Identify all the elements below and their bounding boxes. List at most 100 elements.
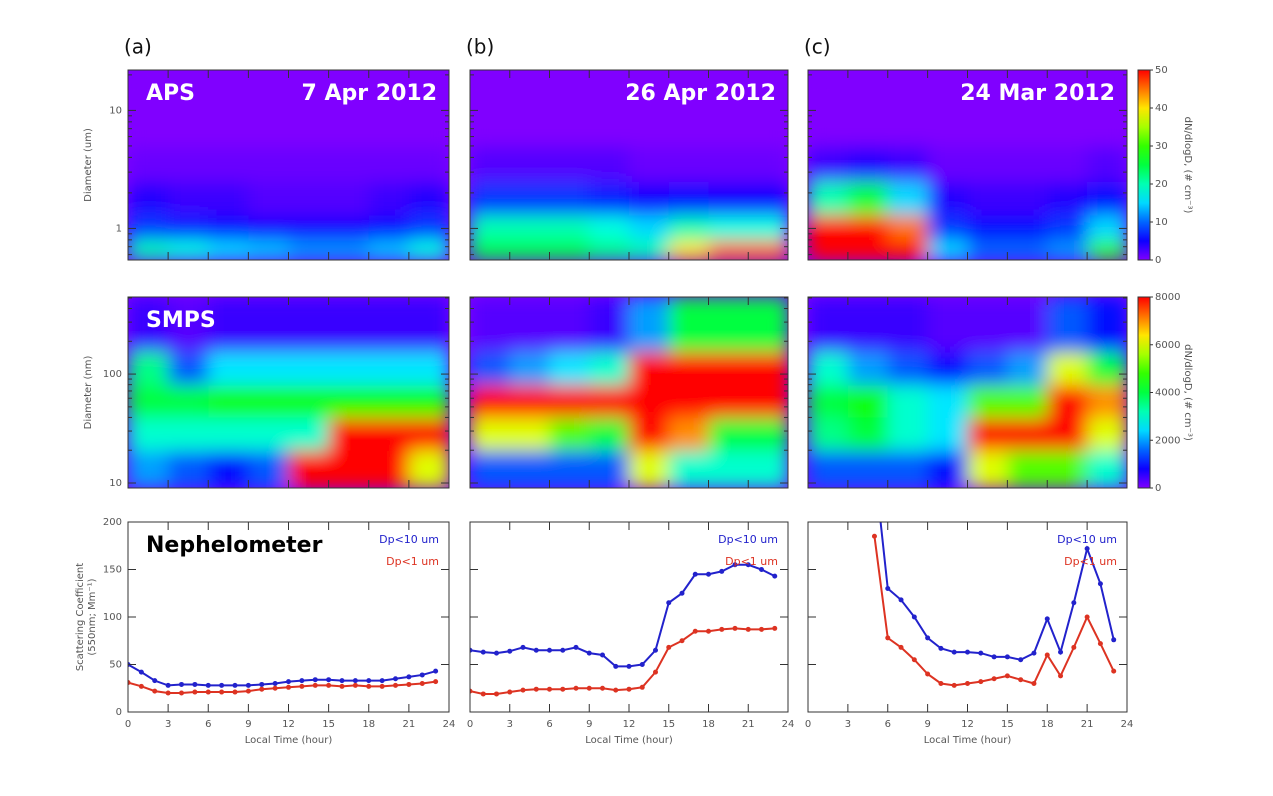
heatmap-cell	[629, 384, 670, 418]
heatmap-cell	[708, 145, 749, 182]
series-marker	[560, 647, 566, 653]
heatmap-cell	[288, 351, 330, 386]
series-marker	[547, 647, 552, 653]
series-marker	[219, 689, 225, 695]
series-marker	[745, 626, 751, 632]
series-marker	[938, 645, 944, 651]
heatmap-cell	[708, 417, 749, 451]
heatmap-cell	[168, 450, 209, 488]
heatmap-cell	[748, 417, 788, 451]
heatmap-cell	[967, 239, 1008, 260]
heatmap-cell	[208, 297, 249, 353]
series-marker	[507, 648, 513, 654]
x-tick-label: 24	[443, 719, 456, 730]
heatmap-cell	[1007, 351, 1048, 386]
heatmap-cell	[168, 181, 209, 216]
series-marker	[1044, 652, 1050, 658]
series-marker	[719, 568, 725, 574]
panel-date: 7 Apr 2012	[302, 81, 437, 106]
series-marker	[573, 644, 579, 650]
series-marker	[192, 681, 198, 687]
series-marker	[679, 638, 685, 644]
y-tick-label: 1	[116, 223, 122, 234]
heatmap-cell	[288, 450, 330, 488]
heatmap-cell	[629, 450, 670, 488]
series-marker	[286, 684, 291, 690]
series-marker	[1058, 649, 1064, 655]
series-marker	[138, 683, 144, 689]
heatmap-cell	[748, 450, 788, 488]
heatmap-cell	[549, 417, 590, 451]
heatmap-cell	[408, 214, 449, 241]
series-marker	[393, 676, 398, 682]
series-marker	[965, 649, 970, 655]
heatmap-cell	[808, 450, 849, 488]
heatmap-cell	[368, 145, 410, 182]
series-marker	[719, 626, 725, 632]
series-marker	[520, 644, 526, 650]
panel-label: (b)	[466, 35, 494, 59]
y-tick-label: 200	[103, 517, 122, 528]
heatmap-cell	[708, 450, 749, 488]
heatmap-cell	[248, 450, 289, 488]
y-tick-label: 100	[103, 369, 122, 380]
heatmap-cell	[248, 297, 289, 353]
heatmap-cell	[887, 145, 929, 182]
heatmap-cell	[328, 70, 370, 147]
heatmap-cell	[589, 181, 630, 216]
heatmap-cell	[748, 145, 788, 182]
heatmap-cell	[470, 417, 511, 451]
heatmap-cell	[808, 214, 849, 241]
heatmap	[470, 70, 788, 260]
series-marker	[259, 686, 265, 692]
heatmap-cell	[248, 351, 289, 386]
heatmap-cell	[208, 181, 249, 216]
series-marker	[1084, 614, 1090, 620]
panel-title: APS	[146, 81, 195, 106]
heatmap-cell	[927, 181, 968, 216]
series-marker	[600, 652, 605, 658]
series-marker	[366, 678, 372, 684]
series-line	[470, 627, 775, 695]
heatmap-cell	[927, 450, 968, 488]
x-tick-label: 24	[1121, 719, 1134, 730]
heatmap-cell	[470, 70, 511, 147]
heatmap-cell	[248, 239, 289, 260]
heatmap-cell	[1007, 297, 1048, 353]
heatmap-cell	[288, 181, 330, 216]
heatmap-cell	[208, 351, 249, 386]
heatmap-cell	[1087, 214, 1127, 241]
heatmap-cell	[408, 181, 449, 216]
heatmap-cell	[629, 214, 670, 241]
heatmap-clip	[128, 297, 449, 488]
series-marker	[339, 683, 345, 689]
series-marker	[326, 677, 332, 683]
heatmap-cell	[328, 384, 370, 418]
legend-entry: Dp<1 um	[1064, 555, 1117, 568]
heatmap-cell	[368, 351, 410, 386]
x-axis-label: Local Time (hour)	[585, 735, 673, 746]
y-tick-label: 50	[109, 660, 122, 671]
heatmap-cell	[847, 214, 889, 241]
y-tick-label: 10	[109, 105, 122, 116]
heatmap-cell	[248, 384, 289, 418]
heatmap-clip	[470, 297, 788, 488]
heatmap-cell	[629, 417, 670, 451]
heatmap-cell	[208, 384, 249, 418]
heatmap-cell	[967, 181, 1008, 216]
x-tick-label: 0	[467, 719, 473, 730]
series-marker	[1044, 616, 1050, 622]
heatmap-cell	[208, 214, 249, 241]
heatmap-cell	[589, 145, 630, 182]
heatmap-cell	[668, 450, 709, 488]
heatmap-cell	[1007, 239, 1048, 260]
heatmap-cell	[549, 450, 590, 488]
heatmap-cell	[408, 384, 449, 418]
heatmap-cell	[1007, 214, 1048, 241]
x-tick-label: 21	[403, 719, 416, 730]
series-marker	[1018, 677, 1024, 683]
heatmap-cell	[368, 297, 410, 353]
heatmap-cell	[328, 417, 370, 451]
series-marker	[745, 562, 751, 568]
heatmap-cell	[808, 351, 849, 386]
